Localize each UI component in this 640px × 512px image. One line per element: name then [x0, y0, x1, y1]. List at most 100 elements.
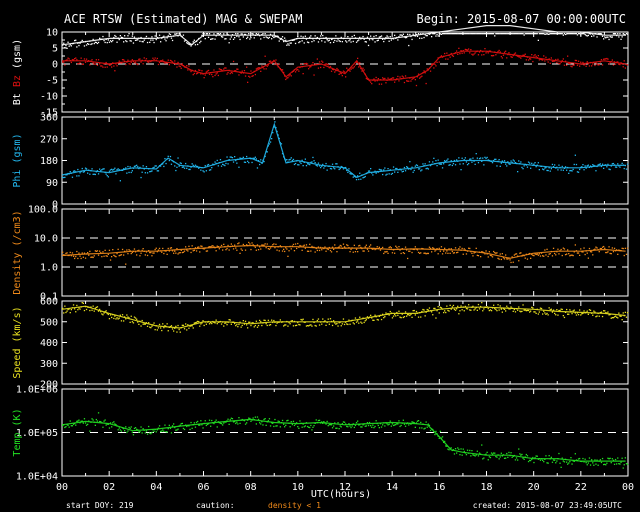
data-point — [83, 171, 86, 173]
data-point — [414, 35, 416, 37]
data-point — [80, 420, 82, 422]
data-point — [451, 33, 453, 35]
data-point — [537, 162, 539, 164]
data-point — [77, 168, 79, 171]
data-point — [323, 66, 325, 69]
data-point — [259, 67, 261, 69]
data-point — [304, 247, 306, 249]
data-point — [161, 60, 163, 62]
data-point — [462, 163, 464, 165]
data-point — [205, 424, 207, 427]
data-point — [62, 44, 64, 46]
data-point — [250, 158, 252, 160]
data-point — [419, 312, 421, 314]
data-point — [384, 77, 386, 80]
data-point — [291, 320, 293, 322]
data-point — [510, 452, 512, 454]
data-point — [192, 164, 194, 166]
data-point — [305, 38, 308, 40]
data-point — [428, 33, 431, 35]
created-time: created: 2015-08-07 23:49:05UTC — [473, 501, 622, 510]
data-point — [68, 308, 70, 310]
data-point — [208, 169, 211, 171]
data-point — [610, 36, 612, 38]
x-tick-label: 10 — [292, 482, 304, 493]
data-point — [457, 251, 459, 253]
data-point — [591, 166, 593, 168]
data-point — [285, 159, 287, 161]
data-point — [310, 65, 312, 68]
data-point — [317, 67, 320, 69]
data-point — [387, 168, 389, 170]
data-point — [395, 167, 397, 170]
data-point — [90, 421, 92, 423]
data-point — [402, 419, 404, 421]
data-point — [125, 63, 127, 66]
data-point — [539, 255, 542, 257]
data-point — [367, 424, 370, 427]
data-point — [84, 167, 87, 169]
data-point — [218, 68, 220, 70]
data-point — [188, 327, 190, 329]
data-point — [89, 64, 91, 66]
data-point — [124, 60, 126, 62]
data-point — [180, 249, 182, 251]
data-point — [383, 317, 385, 319]
data-point — [572, 64, 574, 66]
data-point — [334, 39, 336, 42]
data-point — [185, 424, 187, 426]
data-point — [257, 324, 260, 327]
data-point — [88, 169, 90, 171]
x-tick-label: 22 — [575, 482, 587, 493]
data-point — [437, 435, 439, 437]
data-point — [335, 323, 337, 325]
data-point — [520, 161, 522, 163]
data-point — [346, 425, 348, 428]
data-point — [360, 246, 362, 249]
data-point — [473, 160, 475, 162]
data-point — [191, 69, 193, 71]
data-point — [511, 307, 513, 309]
data-point — [271, 319, 273, 321]
data-point — [368, 170, 371, 172]
data-point — [549, 253, 551, 255]
bz-label: Bz — [12, 69, 23, 87]
data-point — [290, 75, 292, 77]
data-point — [419, 37, 421, 39]
data-point — [260, 70, 262, 72]
data-point — [471, 306, 473, 308]
data-point — [304, 425, 306, 427]
data-point — [459, 246, 461, 248]
data-point — [404, 75, 407, 77]
data-point — [145, 430, 148, 432]
data-point — [187, 324, 189, 326]
data-point — [527, 309, 530, 312]
data-point — [457, 160, 459, 162]
data-point — [427, 33, 429, 35]
data-point — [486, 33, 488, 35]
data-point — [173, 330, 175, 332]
data-point — [75, 39, 77, 41]
data-point — [210, 169, 212, 171]
data-point — [579, 309, 581, 311]
data-point — [324, 246, 326, 248]
data-point — [493, 33, 495, 35]
data-point — [269, 324, 272, 326]
data-point — [454, 247, 457, 249]
data-point — [611, 36, 613, 38]
data-point — [597, 164, 599, 166]
x-tick-label: 20 — [528, 482, 540, 493]
data-point — [558, 62, 560, 65]
data-point — [222, 249, 224, 251]
data-point — [79, 255, 81, 257]
data-point — [292, 243, 295, 246]
data-point — [316, 165, 318, 167]
data-point — [133, 248, 136, 250]
data-point — [169, 155, 172, 158]
data-point — [624, 247, 626, 249]
data-point — [234, 156, 236, 158]
data-point — [108, 249, 111, 251]
data-point — [187, 69, 189, 71]
data-point — [469, 52, 471, 54]
data-point — [334, 422, 336, 424]
